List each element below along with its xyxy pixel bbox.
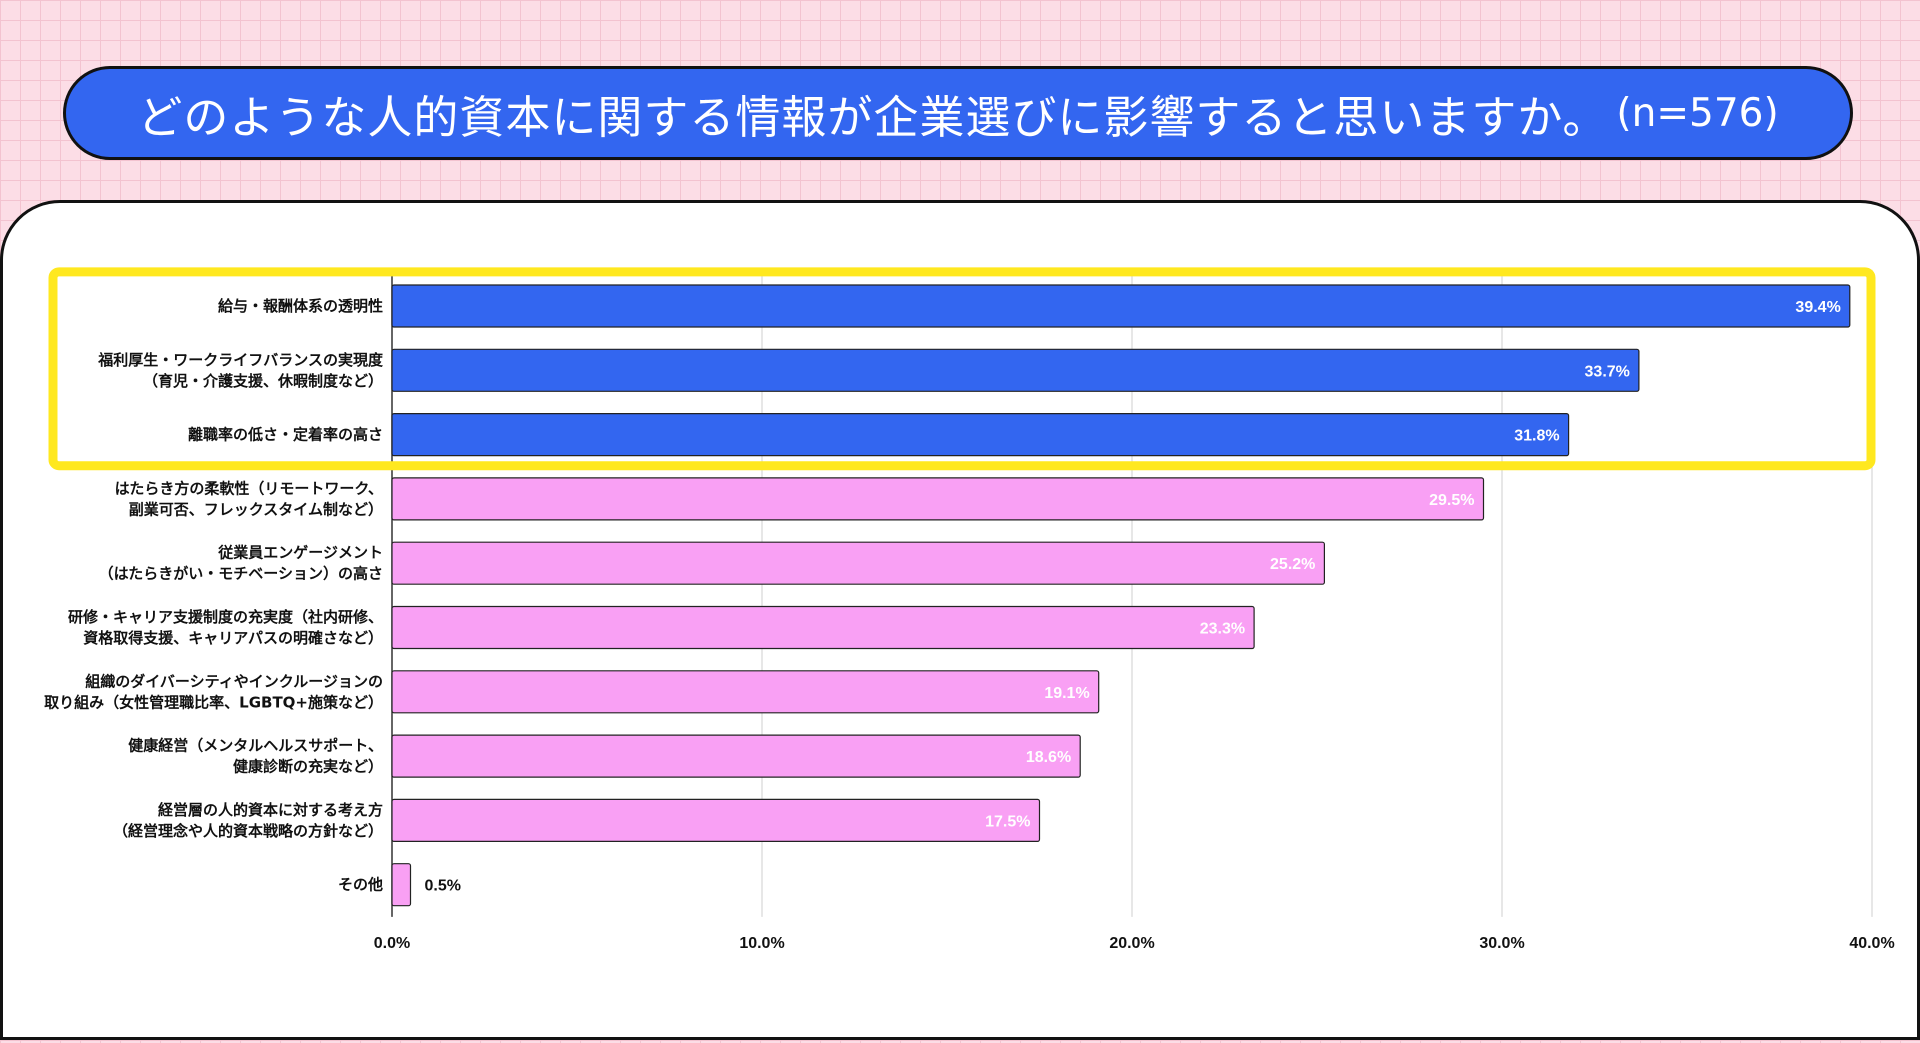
category-label: 健康経営（メンタルヘルスサポート、 [128,737,383,755]
data-label: 17.5% [985,813,1030,830]
highlight-box [48,267,1876,471]
category-label: 組織のダイバーシティやインクルージョンの [85,672,383,690]
bar [391,863,412,907]
bar-chart: 39.4% 給与・報酬体系の透明性 33.7% 福利厚生・ワークライフバランスの実現度… [44,267,1895,952]
data-label: 33.7% [1585,363,1630,380]
data-label: 18.6% [1026,749,1071,766]
chart-title: どのような人的資本に関する情報が企業選びに影響すると思いますか。 [137,90,1609,144]
category-label: 副業可否、フレックスタイム制など） [129,500,383,518]
chart-card: 39.4% 給与・報酬体系の透明性 33.7% 福利厚生・ワークライフバランスの実現度… [0,200,1920,1040]
bar [391,734,1081,778]
sample-size: (n=576) [1616,90,1779,136]
bar [391,284,1851,328]
category-label: はたらき方の柔軟性（リモートワーク、 [115,479,383,497]
category-label: 資格取得支援、キャリアパスの明確さなど） [83,629,383,647]
bar [391,798,1041,843]
category-label: 従業員エンゲージメント [217,544,383,562]
bar [391,348,1640,392]
data-label: 25.2% [1270,556,1315,573]
category-label: 取り組み（女性管理職比率、LGBTQ+施策など） [44,693,383,711]
data-label: 29.5% [1429,492,1474,509]
category-label: （育児・介護支援、休暇制度など） [143,372,383,390]
x-tick-label: 30.0% [1479,935,1524,952]
category-label: 経営層の人的資本に対する考え方 [158,801,383,819]
category-label: 給与・報酬体系の透明性 [218,297,383,315]
category-label: 福利厚生・ワークライフバランスの実現度 [97,351,384,369]
data-label: 39.4% [1795,299,1840,316]
chart-title-banner: どのような人的資本に関する情報が企業選びに影響すると思いますか。 (n=576) [63,66,1853,160]
bar [391,605,1255,650]
category-label: 離職率の低さ・定着率の高さ [188,426,383,444]
x-tick-label: 10.0% [739,935,784,952]
x-tick-label: 20.0% [1109,935,1154,952]
x-tick-label: 40.0% [1849,935,1894,952]
bar [391,541,1326,585]
category-label: 健康診断の充実など） [233,758,383,776]
data-label: 0.5% [425,878,461,895]
category-label: （はたらきがい・モチベーション）の高さ [99,565,383,583]
x-tick-label: 0.0% [374,935,410,952]
category-label: （経営理念や人的資本戦略の方針など） [113,822,383,840]
data-label: 19.1% [1044,685,1089,702]
category-label: 研修・キャリア支援制度の充実度（社内研修、 [68,608,383,626]
data-label: 23.3% [1200,621,1245,638]
category-label: その他 [338,876,383,894]
bar [391,670,1100,714]
bar [391,477,1485,521]
data-label: 31.8% [1514,428,1559,445]
bar [391,413,1570,457]
